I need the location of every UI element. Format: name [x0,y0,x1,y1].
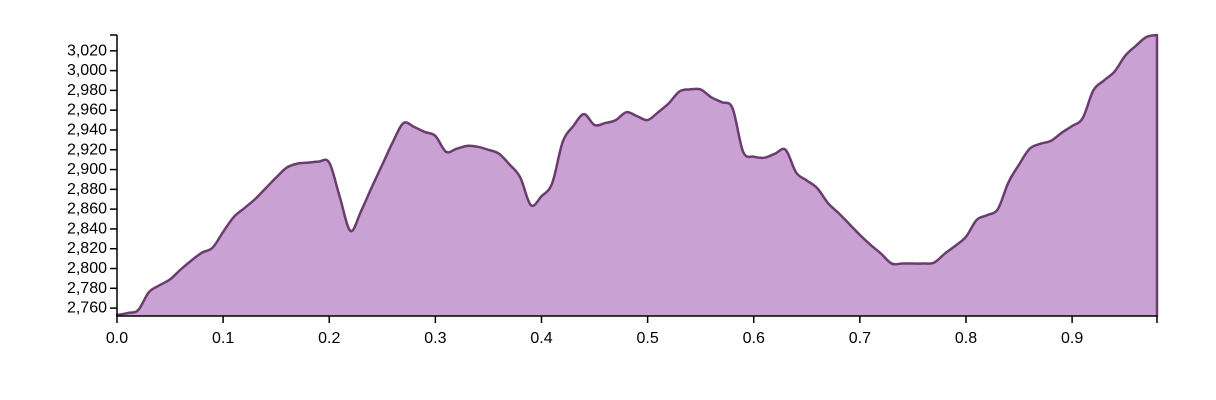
y-tick-label: 2,840 [67,220,107,237]
y-tick-label: 2,760 [67,300,107,317]
y-tick-label: 2,900 [67,161,107,178]
y-tick-label: 2,980 [67,82,107,99]
plot-area [115,33,1159,318]
x-axis: 0.0 0.1 0.2 0.3 0.4 0.5 0.6 0.7 0.8 0.9 [106,315,1158,347]
y-tick-label: 2,780 [67,280,107,297]
y-tick-label: 3,020 [67,42,107,59]
y-tick-label: 2,800 [67,260,107,277]
y-tick-label: 2,880 [67,181,107,198]
x-tick-label: 0.7 [849,330,871,347]
series-line [115,33,1159,318]
x-tick-label: 0.1 [212,330,234,347]
x-tick-label: 0.3 [424,330,446,347]
x-tick-label: 0.5 [636,330,658,347]
y-tick-label: 2,820 [67,240,107,257]
y-tick-label: 2,940 [67,121,107,138]
x-tick-label: 0.6 [743,330,765,347]
y-axis: 2,760 2,780 2,800 2,820 2,840 2,860 2,880 2,900… [67,34,118,317]
y-tick-label: 2,920 [67,141,107,158]
y-tick-label: 2,960 [67,102,107,119]
x-tick-label: 0.2 [318,330,340,347]
x-tick-label: 0.9 [1061,330,1083,347]
y-tick-label: 2,860 [67,201,107,218]
x-tick-label: 0.4 [530,330,552,347]
y-tick-label: 3,000 [67,62,107,79]
area-fill [117,35,1157,316]
x-tick-label: 0.8 [955,330,977,347]
x-tick-label: 0.0 [106,330,128,347]
